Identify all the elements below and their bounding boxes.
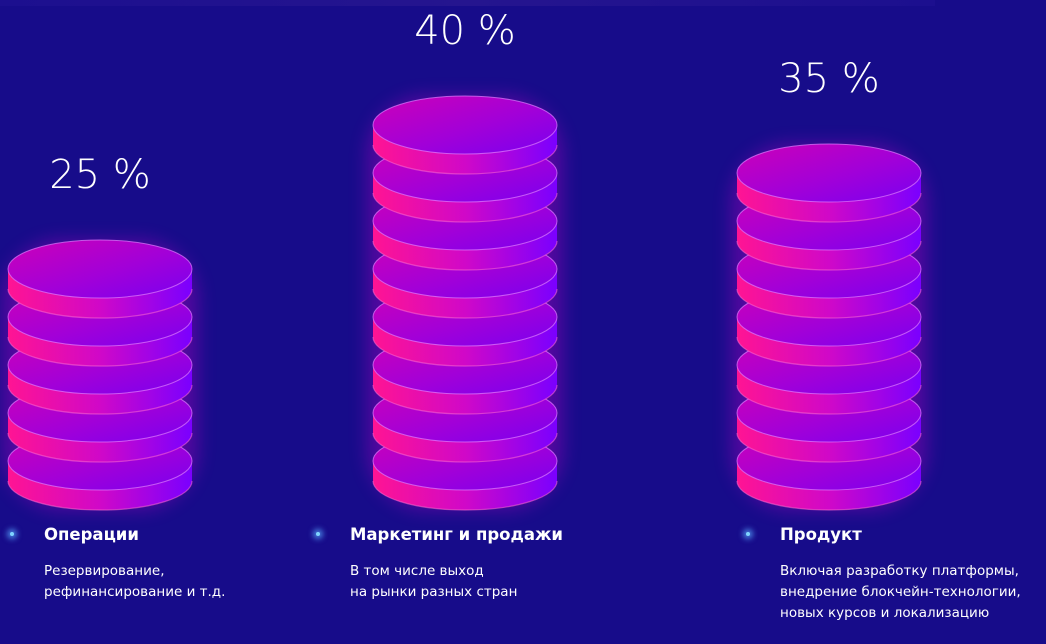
legend-title: Продукт <box>780 525 862 544</box>
coin-side <box>373 461 557 510</box>
coin-side <box>373 269 557 318</box>
coin-side <box>8 413 192 462</box>
coin-rim <box>736 288 922 319</box>
coin-rim <box>736 240 922 271</box>
coin-rim <box>7 384 193 415</box>
coin-side <box>373 413 557 462</box>
legend-description-line: рефинансирование и т.д. <box>44 584 226 600</box>
legend-dot <box>316 532 320 536</box>
coin-side <box>373 221 557 270</box>
legend-description-line: В том числе выход <box>350 563 484 579</box>
coin-top <box>7 239 193 299</box>
coin-rim <box>372 240 558 271</box>
bar-stack <box>2 239 198 511</box>
data-label: 40 % <box>414 8 516 54</box>
legend-dot <box>10 532 14 536</box>
coin-rim <box>372 192 558 223</box>
legend-operations: Операции Резервирование, рефинансировани… <box>10 523 225 603</box>
coin-side <box>737 317 921 366</box>
data-label: 35 % <box>778 56 880 102</box>
coin-side <box>373 125 557 174</box>
coin-side <box>737 221 921 270</box>
coin-rim <box>7 480 193 511</box>
coin-rim <box>736 432 922 463</box>
legend-description-line: на рынки разных стран <box>350 584 518 600</box>
coin-top <box>736 143 922 203</box>
coin-rim <box>736 384 922 415</box>
data-label: 25 % <box>49 152 151 198</box>
legend-description: Резервирование, рефинансирование и т.д. <box>44 561 225 603</box>
bar-coin <box>7 239 193 319</box>
coin-rim <box>7 288 193 319</box>
coin-rim <box>372 480 558 511</box>
coin-side <box>373 173 557 222</box>
legend-title: Операции <box>44 525 139 544</box>
legend-description: Включая разработку платформы, внедрение … <box>780 561 1021 624</box>
legend-description-line: новых курсов и локализацию <box>780 605 990 621</box>
coin-side <box>8 365 192 414</box>
legend-dot <box>746 532 750 536</box>
bar-coin <box>372 95 558 175</box>
coin-rim <box>372 432 558 463</box>
coin-rim <box>7 336 193 367</box>
legend-description: В том числе выход на рынки разных стран <box>350 561 563 603</box>
bar-coin <box>736 143 922 223</box>
coin-rim <box>736 336 922 367</box>
legend-product: Продукт Включая разработку платформы, вн… <box>746 523 1021 624</box>
legend-description-line: Включая разработку платформы, <box>780 563 1019 579</box>
bar-stack <box>367 95 563 511</box>
coin-rim <box>372 384 558 415</box>
legend-description-line: Резервирование, <box>44 563 165 579</box>
bar-stack <box>731 143 927 511</box>
coin-side <box>8 269 192 318</box>
legend-title: Маркетинг и продажи <box>350 525 563 544</box>
legend-marketing-sales: Маркетинг и продажи В том числе выход на… <box>316 523 563 603</box>
coin-side <box>373 365 557 414</box>
coin-rim <box>372 336 558 367</box>
coin-side <box>737 365 921 414</box>
coin-side <box>8 317 192 366</box>
coin-rim <box>736 480 922 511</box>
coin-rim <box>736 192 922 223</box>
coin-side <box>373 317 557 366</box>
legend-description-line: внедрение блокчейн-технологии, <box>780 584 1021 600</box>
coin-rim <box>372 288 558 319</box>
coin-rim <box>7 432 193 463</box>
coin-side <box>737 413 921 462</box>
coin-side <box>8 461 192 510</box>
coin-top <box>372 95 558 155</box>
coin-side <box>737 461 921 510</box>
top-strip <box>0 0 935 6</box>
coin-rim <box>372 144 558 175</box>
coin-side <box>737 269 921 318</box>
coin-side <box>737 173 921 222</box>
